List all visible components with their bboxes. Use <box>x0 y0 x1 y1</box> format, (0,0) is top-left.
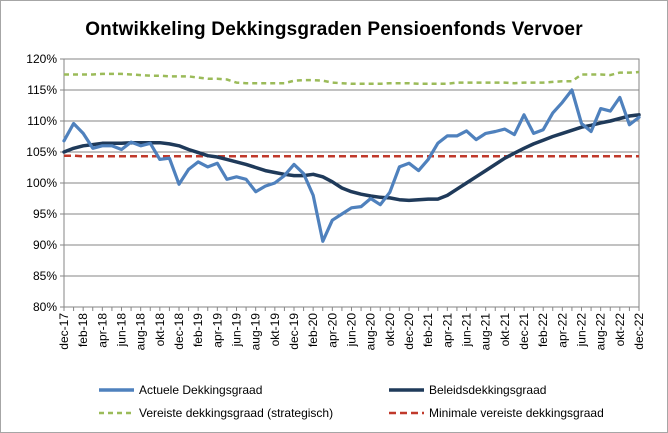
x-tick-label: okt-19 <box>268 313 282 347</box>
x-tick-label: feb-22 <box>536 313 550 347</box>
series-line-2 <box>62 113 641 203</box>
legend-label-3: Vereiste dekkingsgraad (strategisch) <box>139 406 333 420</box>
x-tick-label: okt-22 <box>613 313 627 347</box>
y-tick-label: 80% <box>33 300 57 314</box>
x-tick-label: apr-19 <box>210 313 224 348</box>
y-tick-label: 100% <box>26 176 57 190</box>
x-tick-label: aug-18 <box>134 313 148 351</box>
x-tick-label: dec-19 <box>287 313 301 350</box>
x-tick-label: okt-20 <box>383 313 397 347</box>
x-tick-label: okt-18 <box>153 313 167 347</box>
series-line-3 <box>64 70 640 86</box>
x-tick-label: apr-22 <box>555 313 569 348</box>
y-tick-label: 120% <box>26 52 57 66</box>
x-tick-label: feb-18 <box>76 313 90 347</box>
x-tick-label: aug-19 <box>249 313 263 351</box>
x-tick-label: jun-20 <box>345 313 359 348</box>
x-tick-label: aug-20 <box>364 313 378 351</box>
x-tick-label: feb-20 <box>306 313 320 347</box>
x-tick-label: dec-21 <box>517 313 531 350</box>
legend-label-1: Actuele Dekkingsgraad <box>139 383 262 397</box>
x-tick-label: feb-21 <box>421 313 435 347</box>
x-tick-label: dec-20 <box>402 313 416 350</box>
y-tick-label: 90% <box>33 238 57 252</box>
x-tick-label: dec-18 <box>172 313 186 350</box>
y-tick-label: 110% <box>27 114 57 128</box>
x-tick-label: jun-18 <box>115 313 129 348</box>
x-tick-label: aug-22 <box>594 313 608 351</box>
legend-label-4: Minimale vereiste dekkingsgraad <box>429 406 604 420</box>
y-tick-label: 105% <box>26 145 57 159</box>
legend-label-2: Beleidsdekkingsgraad <box>429 383 546 397</box>
x-tick-label: jun-22 <box>575 313 589 348</box>
series-line-1 <box>62 88 641 243</box>
x-tick-label: jun-21 <box>460 313 474 348</box>
x-tick-label: okt-21 <box>498 313 512 347</box>
x-tick-label: apr-21 <box>440 313 454 348</box>
x-tick-label: feb-19 <box>191 313 205 347</box>
x-tick-label: dec-17 <box>57 313 71 350</box>
x-tick-label: jun-19 <box>230 313 244 348</box>
series-line-4 <box>64 154 639 158</box>
y-tick-label: 95% <box>33 207 57 221</box>
y-tick-label: 85% <box>33 269 57 283</box>
x-tick-label: aug-21 <box>479 313 493 351</box>
x-tick-label: apr-20 <box>325 313 339 348</box>
chart-title: Ontwikkeling Dekkingsgraden Pensioenfond… <box>85 19 583 40</box>
x-tick-label: dec-22 <box>632 313 646 350</box>
y-tick-label: 115% <box>27 83 57 97</box>
x-tick-label: apr-18 <box>95 313 109 348</box>
